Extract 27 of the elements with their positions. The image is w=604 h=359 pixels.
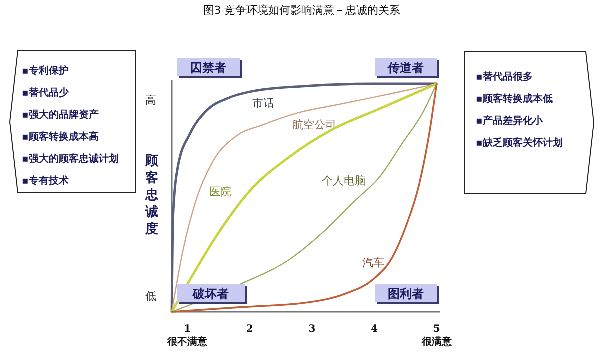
text: 高 xyxy=(146,94,156,107)
x-tick-label: 5 很满意 xyxy=(420,324,453,348)
text: 低 xyxy=(146,290,156,303)
text: ▪专有技术 xyxy=(22,175,70,187)
text: ▪强大的品牌资产 xyxy=(22,109,99,121)
annotation: 破坏者 xyxy=(192,287,229,301)
text: ▪替代品少 xyxy=(22,87,70,99)
x-tick-label: 2 xyxy=(246,324,254,335)
series-label: 医院 xyxy=(210,186,232,199)
text: ▪顾客转换成本高 xyxy=(22,131,99,143)
series-label: 汽车 xyxy=(362,256,384,270)
text: ▪产品差异化小 xyxy=(476,115,544,127)
text: ▪专利保护 xyxy=(22,65,69,77)
annotation: 图利者 xyxy=(388,287,424,301)
x-tick-label: 1 很不满意 xyxy=(166,324,209,348)
text: ▪顾客转换成本低 xyxy=(476,93,553,105)
series-label: 市话 xyxy=(252,96,274,110)
text: ▪缺乏顾客关怀计划 xyxy=(476,137,563,149)
text: 传道者 xyxy=(387,61,424,75)
text: 囚禁者 xyxy=(190,61,226,75)
series-label: 个人电脑 xyxy=(322,174,366,188)
chart-title: 图3 竞争环境如何影响满意－忠诚的关系 xyxy=(203,4,401,17)
x-tick-label: 4 xyxy=(371,324,378,335)
x-tick-label: 3 xyxy=(308,324,316,335)
text: ▪替代品很多 xyxy=(476,71,533,83)
y-axis-title: 顾客忠诚度 xyxy=(144,154,160,237)
text: ▪强大的顾客忠诚计划 xyxy=(22,153,119,165)
